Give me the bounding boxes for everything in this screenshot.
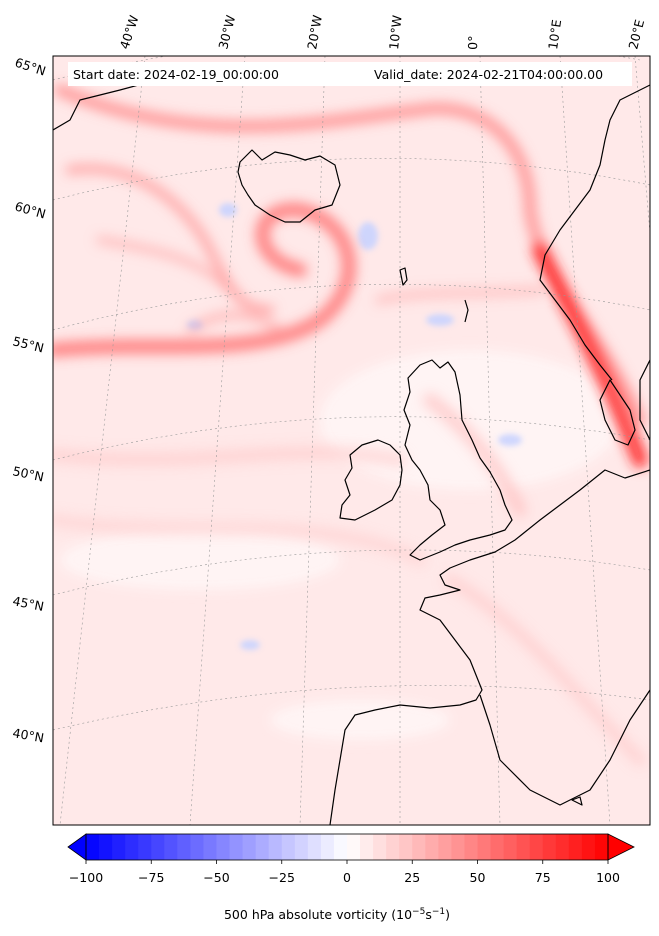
colorbar: −100 −75 −50 −25 0 25 50 75 100 500 hPa absolute…	[67, 833, 635, 922]
colorbar-cell	[451, 834, 466, 860]
lat-label-40n: 40°N	[11, 725, 45, 745]
header-box	[68, 62, 632, 86]
valid-date-label: Valid_date: 2024-02-21T04:00:00.00	[374, 67, 603, 82]
colorbar-cell	[503, 834, 518, 860]
lat-label-50n: 50°N	[11, 463, 45, 484]
colorbar-cell	[347, 834, 361, 860]
colorbar-cell	[164, 834, 178, 860]
colorbar-min-extend	[67, 833, 87, 861]
sweden-coast	[639, 359, 650, 441]
colorbar-cell	[568, 834, 583, 860]
lat-label-65n: 65°N	[13, 55, 48, 79]
lat-label-45n: 45°N	[11, 593, 45, 614]
colorbar-cell	[229, 834, 244, 860]
colorbar-tick-label: 50	[470, 870, 486, 885]
lon-label-0: 0°	[465, 35, 480, 50]
colorbar-cell	[412, 834, 426, 860]
colorbar-cell	[464, 834, 479, 860]
lon-label-10w: 10°W	[386, 14, 405, 50]
colorbar-cell	[294, 834, 309, 860]
colorbar-cell	[242, 834, 257, 860]
colorbar-cell	[373, 834, 387, 860]
colorbar-cell	[425, 834, 439, 860]
colorbar-tick-label: −25	[269, 870, 295, 885]
graticule	[53, 56, 650, 825]
colorbar-cell	[594, 834, 609, 860]
colorbar-cell	[99, 834, 113, 860]
colorbar-tick-label: −75	[138, 870, 164, 885]
colorbar-cells	[86, 834, 609, 860]
vorticity-field	[53, 56, 650, 825]
colorbar-cell	[268, 834, 283, 860]
iceland-coast	[237, 149, 341, 223]
lon-label-20e: 20°E	[625, 18, 647, 51]
lon-label-30w: 30°W	[215, 14, 238, 51]
colorbar-cell	[216, 834, 231, 860]
norway-coast	[539, 84, 650, 381]
shetland-islands	[464, 299, 469, 323]
colorbar-cell	[86, 834, 100, 860]
positive-vorticity-bands	[53, 84, 648, 766]
colorbar-cell	[307, 834, 322, 860]
colorbar-cell	[333, 834, 348, 860]
lat-label-60n: 60°N	[13, 198, 47, 221]
colorbar-cell	[177, 834, 191, 860]
colorbar-cell	[138, 834, 152, 860]
longitude-labels: 40°W 30°W 20°W 10°W 0° 10°E 20°E	[117, 13, 648, 50]
colorbar-cell	[438, 834, 452, 860]
colorbar-tick-label: 100	[596, 870, 620, 885]
colorbar-tick-label: 25	[404, 870, 420, 885]
colorbar-cell	[112, 834, 126, 860]
colorbar-cell	[320, 834, 335, 860]
lon-label-40w: 40°W	[117, 13, 142, 50]
great-britain-coast	[403, 359, 513, 561]
colorbar-label: 500 hPa absolute vorticity (10−5s−1)	[224, 907, 450, 922]
latitude-labels: 65°N 60°N 55°N 50°N 45°N 40°N	[11, 55, 47, 746]
colorbar-cell	[555, 834, 570, 860]
ireland-coast	[339, 439, 403, 521]
colorbar-tick-label: −50	[203, 870, 229, 885]
colorbar-cell	[151, 834, 165, 860]
lat-label-55n: 55°N	[11, 333, 45, 355]
colorbar-tick-label: 0	[343, 870, 351, 885]
colorbar-cell	[542, 834, 557, 860]
colorbar-cell	[190, 834, 205, 860]
colorbar-max-extend	[607, 833, 635, 861]
colorbar-cell	[360, 834, 374, 860]
colorbar-cell	[516, 834, 531, 860]
colorbar-cell	[125, 834, 139, 860]
denmark-coast	[599, 379, 636, 446]
colorbar-tick-label: −100	[69, 870, 103, 885]
colorbar-tick-label: 75	[535, 870, 551, 885]
colorbar-cell	[203, 834, 218, 860]
colorbar-cell	[581, 834, 596, 860]
faroe-islands	[399, 267, 408, 286]
iberia-east-coast	[479, 689, 650, 806]
france-spain-coast	[329, 469, 650, 825]
colorbar-cell	[490, 834, 505, 860]
colorbar-ticks: −100 −75 −50 −25 0 25 50 75 100	[69, 860, 620, 885]
colorbar-cell	[399, 834, 413, 860]
lon-label-20w: 20°W	[304, 14, 325, 51]
colorbar-cell	[529, 834, 544, 860]
colorbar-cell	[477, 834, 492, 860]
map-frame	[52, 55, 651, 826]
colorbar-cell	[255, 834, 270, 860]
lon-label-10e: 10°E	[545, 18, 564, 50]
colorbar-cell	[281, 834, 296, 860]
start-date-label: Start date: 2024-02-19_00:00:00	[73, 67, 279, 82]
colorbar-cell	[386, 834, 400, 860]
